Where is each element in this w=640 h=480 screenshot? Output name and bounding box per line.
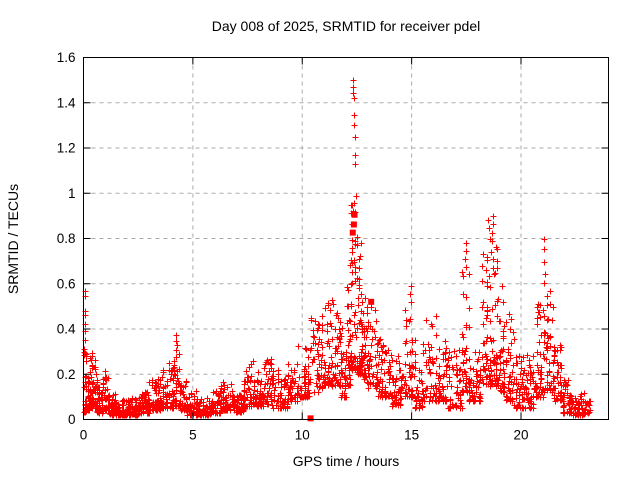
y-tick-label: 0.2	[57, 367, 76, 382]
y-tick-label: 1.2	[57, 141, 76, 156]
scatter-points	[81, 77, 594, 419]
y-tick-label: 1.6	[57, 50, 76, 65]
y-tick-label: 1	[68, 186, 76, 201]
square-marker	[351, 211, 358, 218]
x-tick-label: 5	[189, 428, 197, 443]
plot-border-and-ticks	[83, 57, 609, 420]
x-tick-label: 20	[513, 428, 528, 443]
y-axis-label: SRMTID / TECUs	[5, 183, 21, 295]
tick-labels: 0 5 10 15 20 0 0.2 0.4 0.6 0.8 1 1.2 1.4 1.6	[57, 50, 529, 443]
x-tick-label: 10	[295, 428, 310, 443]
x-tick-label: 15	[404, 428, 419, 443]
square-marker	[349, 229, 356, 236]
y-tick-label: 0.6	[57, 276, 76, 291]
y-tick-label: 0.8	[57, 231, 76, 246]
square-marker	[368, 298, 375, 305]
y-tick-label: 0	[68, 412, 76, 427]
y-tick-label: 0.4	[57, 322, 76, 337]
square-marker	[350, 221, 357, 228]
square-marker	[307, 415, 314, 422]
square-markers	[307, 211, 375, 422]
x-axis-label: GPS time / hours	[292, 453, 400, 469]
chart-title: Day 008 of 2025, SRMTID for receiver pde…	[211, 18, 481, 34]
x-tick-label: 0	[80, 428, 88, 443]
y-tick-label: 1.4	[57, 95, 76, 110]
